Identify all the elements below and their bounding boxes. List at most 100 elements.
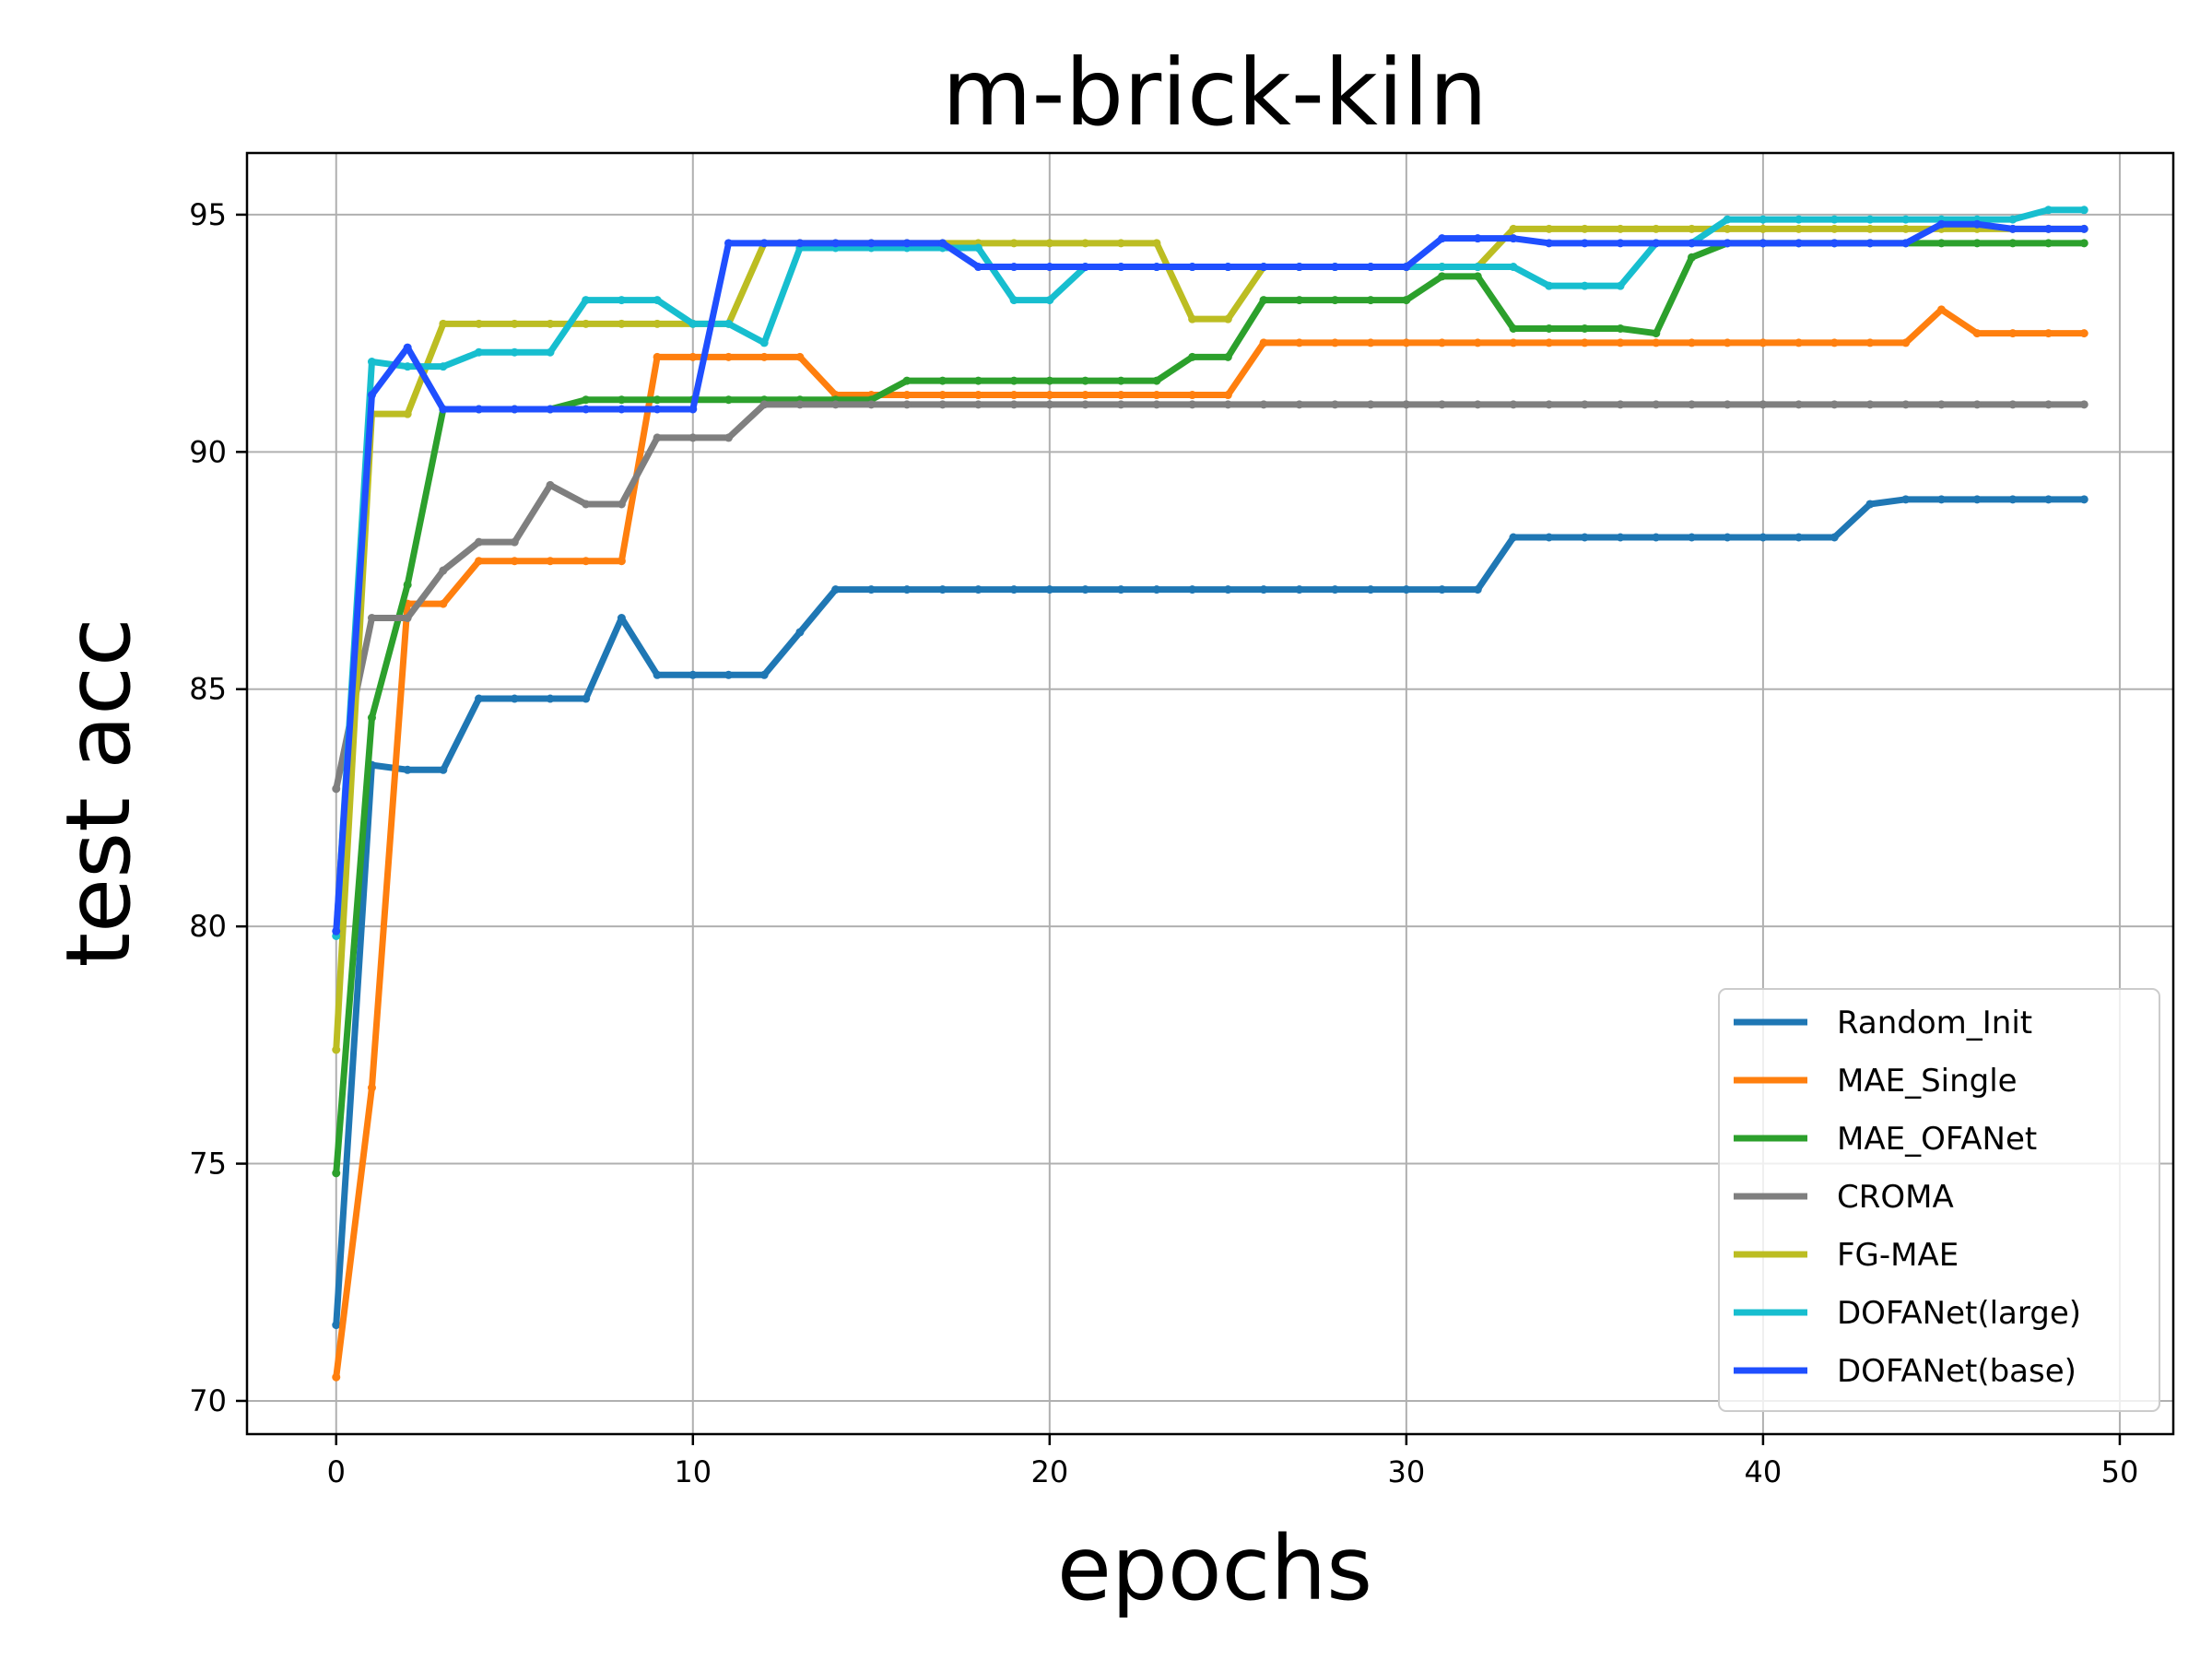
data-point-dofanet-large <box>510 347 519 357</box>
data-point-mae-single <box>2079 329 2088 338</box>
data-point-dofanet-base <box>439 405 448 414</box>
data-point-dofanet-large <box>1794 215 1804 224</box>
data-point-fg-mae <box>1652 224 1661 233</box>
data-point-fg-mae <box>510 319 519 328</box>
data-point-croma <box>1045 400 1054 409</box>
data-point-dofanet-large <box>1438 263 1447 272</box>
data-point-mae-ofanet <box>973 376 982 385</box>
data-point-croma <box>1152 400 1161 409</box>
data-point-dofanet-base <box>1045 263 1054 272</box>
data-point-croma <box>688 433 698 442</box>
data-point-mae-single <box>1330 338 1339 347</box>
data-point-mae-single <box>724 352 733 361</box>
data-point-dofanet-large <box>2079 206 2088 215</box>
data-point-croma <box>546 480 555 489</box>
legend-label: CROMA <box>1837 1179 1954 1216</box>
data-point-mae-single <box>439 599 448 608</box>
data-point-fg-mae <box>332 1045 341 1054</box>
data-point-fg-mae <box>1794 224 1804 233</box>
data-point-mae-ofanet <box>1223 352 1232 361</box>
data-point-mae-ofanet <box>2008 239 2018 248</box>
data-point-mae-single <box>1723 338 1732 347</box>
data-point-mae-ofanet <box>1152 376 1161 385</box>
data-point-mae-ofanet <box>1116 376 1125 385</box>
data-point-mae-ofanet <box>1580 324 1589 333</box>
y-axis-ticks: 70 75 80 85 90 95 <box>189 197 247 1418</box>
data-point-random-init <box>1188 585 1197 594</box>
data-point-croma <box>1652 400 1661 409</box>
data-point-dofanet-base <box>1616 239 1625 248</box>
data-point-mae-ofanet <box>1972 239 1982 248</box>
data-point-dofanet-base <box>724 239 733 248</box>
data-point-dofanet-base <box>1509 234 1518 243</box>
data-point-random-init <box>1116 585 1125 594</box>
data-point-random-init <box>1009 585 1018 594</box>
data-point-fg-mae <box>1545 224 1554 233</box>
data-point-croma <box>1259 400 1268 409</box>
data-point-dofanet-base <box>1330 263 1339 272</box>
data-point-random-init <box>617 614 626 623</box>
x-axis-label: epochs <box>1057 1517 1372 1620</box>
legend-label: FG-MAE <box>1837 1237 1959 1274</box>
data-point-random-init <box>1402 585 1411 594</box>
data-point-dofanet-large <box>1759 215 1768 224</box>
data-point-fg-mae <box>1865 224 1875 233</box>
data-point-dofanet-base <box>1723 239 1732 248</box>
data-point-mae-single <box>1045 391 1054 400</box>
data-point-mae-single <box>2044 329 2053 338</box>
data-point-mae-single <box>1580 338 1589 347</box>
data-point-mae-single <box>902 391 912 400</box>
data-point-mae-ofanet <box>653 395 662 405</box>
data-point-dofanet-large <box>546 347 555 357</box>
data-point-random-init <box>332 1321 341 1330</box>
data-point-mae-single <box>475 557 484 566</box>
data-point-random-init <box>1223 585 1232 594</box>
data-point-croma <box>1936 400 1946 409</box>
data-point-mae-single <box>973 391 982 400</box>
data-point-mae-single <box>332 1372 341 1382</box>
data-point-dofanet-large <box>582 296 591 305</box>
data-point-croma <box>1473 400 1482 409</box>
data-point-mae-single <box>617 557 626 566</box>
data-point-fg-mae <box>653 319 662 328</box>
data-point-croma <box>403 614 412 623</box>
series-line-fg-mae <box>333 225 2088 1053</box>
data-point-random-init <box>831 585 841 594</box>
data-point-random-init <box>1972 495 1982 504</box>
data-point-random-init <box>938 585 947 594</box>
data-point-mae-ofanet <box>582 395 591 405</box>
data-point-mae-ofanet <box>724 395 733 405</box>
data-point-dofanet-large <box>1045 296 1054 305</box>
data-point-mae-single <box>1259 338 1268 347</box>
data-point-mae-ofanet <box>1045 376 1054 385</box>
data-point-mae-single <box>367 1083 376 1092</box>
data-point-dofanet-base <box>546 405 555 414</box>
data-point-croma <box>1794 400 1804 409</box>
data-point-mae-single <box>1116 391 1125 400</box>
data-point-croma <box>795 400 805 409</box>
data-point-mae-ofanet <box>367 713 376 723</box>
data-point-dofanet-base <box>831 239 841 248</box>
data-point-random-init <box>1652 533 1661 542</box>
data-point-dofanet-large <box>1616 281 1625 290</box>
data-point-random-init <box>510 694 519 703</box>
data-point-croma <box>831 400 841 409</box>
data-point-croma <box>510 537 519 547</box>
data-point-dofanet-base <box>403 343 412 352</box>
data-point-fg-mae <box>1759 224 1768 233</box>
data-point-dofanet-large <box>367 358 376 367</box>
data-point-mae-single <box>938 391 947 400</box>
legend: Random_Init MAE_Single MAE_OFANet CROMA FG-M… <box>1718 988 2160 1412</box>
data-point-mae-ofanet <box>1652 329 1661 338</box>
data-point-croma <box>475 537 484 547</box>
data-point-dofanet-base <box>1152 263 1161 272</box>
data-point-dofanet-large <box>1865 215 1875 224</box>
data-point-dofanet-base <box>475 405 484 414</box>
data-point-mae-single <box>759 352 769 361</box>
data-point-dofanet-base <box>2044 224 2053 233</box>
legend-label: MAE_OFANet <box>1837 1121 2037 1158</box>
series-mae-single <box>332 305 2088 1382</box>
data-point-random-init <box>546 694 555 703</box>
data-point-dofanet-base <box>1188 263 1197 272</box>
